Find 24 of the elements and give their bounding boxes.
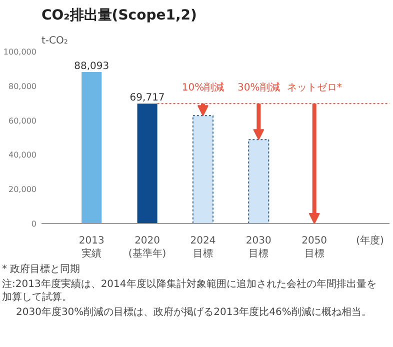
annotation: 30%削減 <box>238 82 280 94</box>
x-tick-label: 2020 (基準年) <box>128 236 166 260</box>
x-axis-title: (年度) <box>356 234 384 246</box>
y-tick-label: 100,000 <box>3 48 37 56</box>
y-tick-label: 0 <box>31 220 37 228</box>
bar <box>82 72 102 224</box>
y-tick-label: 20,000 <box>8 185 37 194</box>
annotation: 10%削減 <box>182 82 224 94</box>
y-axis-title: t-CO₂ <box>42 36 68 46</box>
data-label: 69,717 <box>130 92 165 104</box>
text: * 政府目標と同期 <box>2 263 80 276</box>
y-tick-label: 60,000 <box>8 116 37 126</box>
x-tick-label: 2050 目標 <box>302 236 328 260</box>
text: 注:2013年度実績は、2014年度以降集計対象範囲に追加された会社の年間排出量を加算して試算。 <box>2 278 377 304</box>
y-tick-label: 40,000 <box>8 150 37 160</box>
x-tick-label: 2030 目標 <box>246 236 272 260</box>
chart-title: CO₂排出量(Scope1,2) <box>42 8 197 24</box>
annotation: ネットゼロ* <box>286 82 342 94</box>
text: 2030年度30%削減の目標は、政府が掲げる2013年度比46%削減に概ね相当。 <box>16 306 372 319</box>
y-tick-label: 80,000 <box>8 82 37 91</box>
x-tick-label: 2013 実績 <box>78 236 104 260</box>
bar <box>137 104 158 224</box>
x-tick-label: 2024 目標 <box>190 236 216 260</box>
data-label: 88,093 <box>74 60 110 72</box>
